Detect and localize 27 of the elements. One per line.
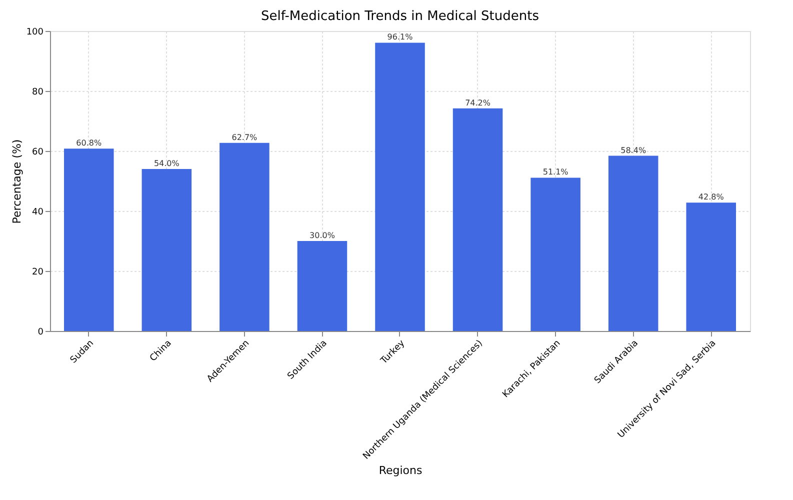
bar (452, 108, 503, 331)
data-label: 96.1% (387, 32, 414, 42)
bar (220, 142, 270, 331)
y-tick-label: 60 (32, 148, 44, 158)
bar (297, 241, 348, 331)
y-axis-title: Percentage (%) (10, 139, 24, 224)
bar (530, 178, 580, 331)
y-tick-label: 0 (38, 328, 44, 338)
bar (64, 148, 114, 331)
chart-title: Self-Medication Trends in Medical Students (261, 9, 540, 24)
data-label: 42.8% (698, 192, 724, 202)
bar (686, 202, 736, 331)
data-label: 54.0% (154, 159, 180, 168)
data-label: 51.1% (542, 168, 569, 177)
y-tick-label: 100 (26, 28, 44, 38)
bar (375, 42, 425, 331)
data-label: 74.2% (465, 98, 491, 108)
y-tick-label: 80 (32, 88, 44, 98)
bar (608, 156, 658, 331)
data-label: 58.4% (620, 146, 646, 155)
data-label: 62.7% (232, 132, 258, 142)
x-axis-title: Regions (378, 464, 422, 478)
data-label: 60.8% (76, 138, 102, 148)
y-tick-label: 40 (32, 208, 44, 218)
data-label: 30.0% (310, 231, 336, 240)
bar (142, 169, 192, 331)
y-tick-label: 20 (32, 268, 44, 278)
